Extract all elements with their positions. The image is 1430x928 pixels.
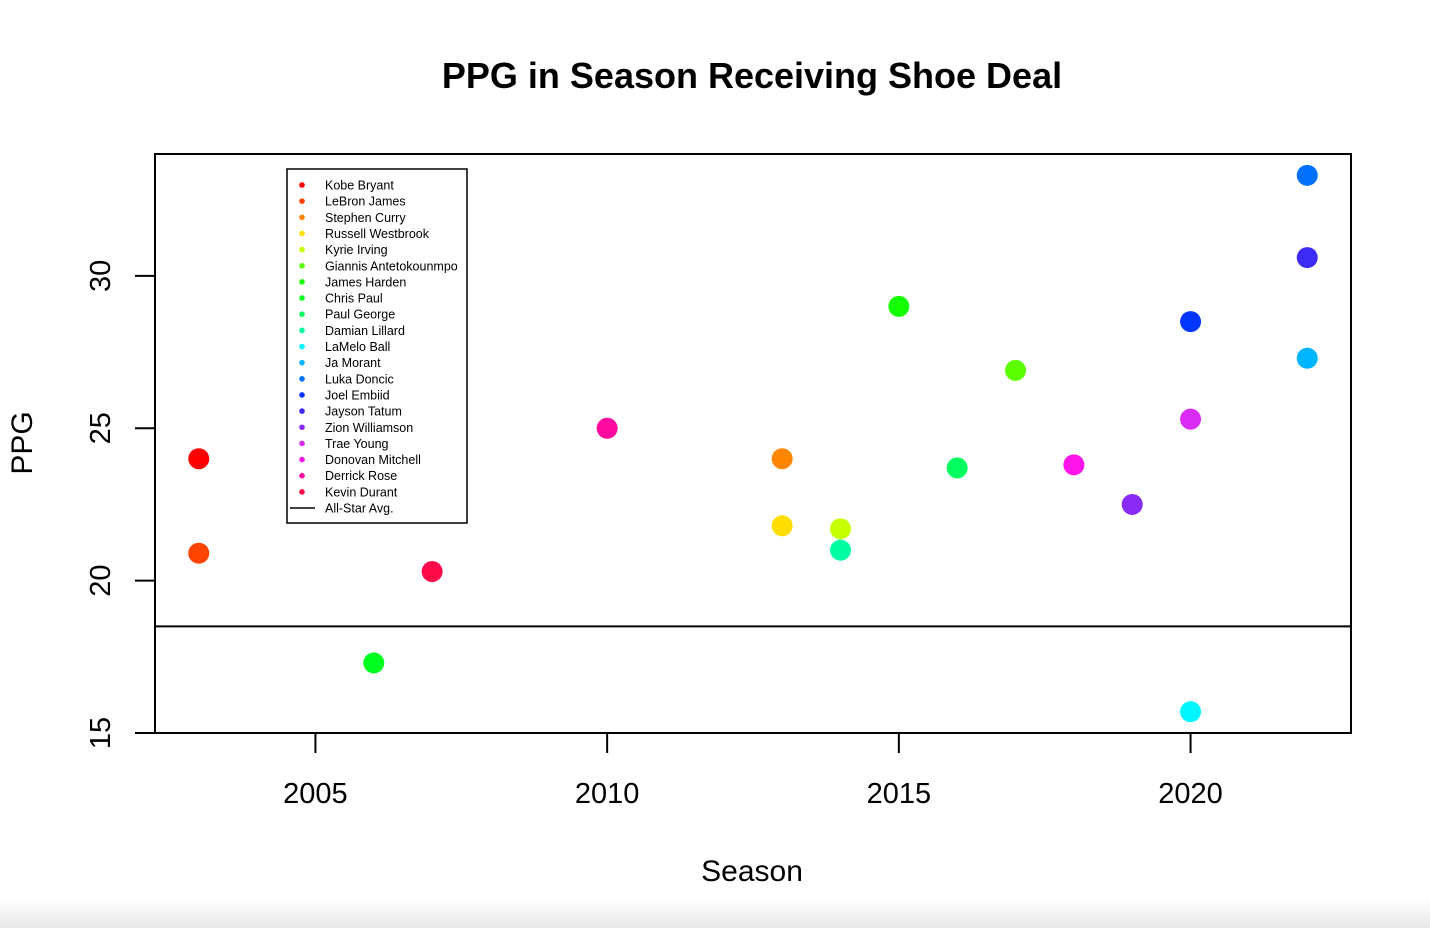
legend-label: All-Star Avg.: [325, 502, 394, 516]
x-tick-label: 2010: [575, 778, 640, 810]
legend-label: Zion Williamson: [325, 421, 413, 435]
legend-marker: [299, 230, 305, 237]
legend-marker: [299, 440, 305, 447]
legend-marker: [299, 246, 305, 253]
plot-frame: [154, 153, 1352, 734]
legend-marker: [299, 456, 305, 463]
legend-label: Derrick Rose: [325, 469, 397, 483]
legend-marker: [299, 262, 305, 269]
legend-box: [286, 168, 468, 524]
data-point: [771, 515, 793, 537]
chart-title: PPG in Season Receiving Shoe Deal: [442, 55, 1062, 96]
legend-marker: [299, 359, 305, 366]
legend-marker: [299, 295, 305, 301]
legend-label: Joel Embiid: [325, 388, 390, 402]
legend-marker: [299, 489, 305, 495]
legend-label: Giannis Antetokounmpo: [325, 259, 458, 273]
data-point: [771, 448, 793, 470]
x-tick-label: 2005: [283, 778, 348, 810]
data-point: [1005, 359, 1027, 381]
legend-marker: [299, 182, 305, 188]
y-axis-label: PPG: [6, 411, 39, 474]
legend-marker: [299, 424, 305, 431]
y-tick-label: 15: [85, 717, 117, 749]
data-point: [596, 417, 618, 439]
data-point: [1180, 701, 1202, 723]
data-point: [830, 539, 852, 561]
bottom-shade: [0, 898, 1430, 928]
data-point: [188, 542, 210, 564]
legend-marker: [299, 198, 305, 204]
data-point: [830, 518, 852, 540]
legend-label: Russell Westbrook: [325, 227, 430, 241]
data-point: [888, 295, 910, 317]
data-point: [363, 652, 385, 674]
legend-marker: [299, 472, 305, 479]
data-point: [188, 448, 210, 470]
legend-label: Paul George: [325, 308, 395, 322]
legend-label: Ja Morant: [325, 356, 381, 370]
y-tick-label: 30: [85, 260, 117, 292]
data-point: [1063, 454, 1085, 476]
legend-label: Luka Doncic: [325, 372, 394, 386]
axis-ticks: 2005 2010 2015 2020 15 20 25 30: [85, 260, 1223, 810]
data-point: [1121, 493, 1143, 515]
y-tick-label: 20: [85, 564, 117, 596]
legend-label: LaMelo Ball: [325, 340, 390, 354]
legend-marker: [299, 327, 305, 334]
legend-label: Kevin Durant: [325, 485, 398, 499]
legend-label: Jayson Tatum: [325, 405, 402, 419]
data-point: [1180, 408, 1202, 430]
legend-label: James Harden: [325, 275, 406, 289]
data-points: [188, 164, 1318, 723]
legend-label: Damian Lillard: [325, 324, 405, 338]
legend-marker: [299, 392, 305, 398]
legend-label: Donovan Mitchell: [325, 453, 421, 467]
legend-marker: [299, 279, 305, 285]
data-point: [1296, 247, 1318, 269]
legend: Kobe Bryant LeBron James Stephen Curry Russ…: [286, 168, 468, 524]
x-tick-label: 2015: [867, 778, 932, 810]
legend-marker: [299, 343, 305, 350]
legend-marker: [299, 408, 305, 414]
legend-label: Chris Paul: [325, 292, 383, 306]
x-axis-label: Season: [701, 855, 803, 888]
legend-label: Kyrie Irving: [325, 243, 388, 257]
legend-marker: [299, 376, 305, 382]
y-tick-label: 25: [85, 412, 117, 444]
legend-label: Stephen Curry: [325, 211, 406, 225]
legend-label: Trae Young: [325, 437, 389, 451]
data-point: [946, 457, 968, 479]
legend-marker: [299, 214, 305, 221]
data-point: [1180, 311, 1202, 333]
x-tick-label: 2020: [1158, 778, 1223, 810]
legend-label: Kobe Bryant: [325, 179, 394, 193]
legend-marker: [299, 311, 305, 318]
data-point: [421, 560, 443, 582]
data-point: [1296, 164, 1318, 186]
data-point: [1296, 347, 1318, 369]
legend-label: LeBron James: [325, 195, 406, 209]
